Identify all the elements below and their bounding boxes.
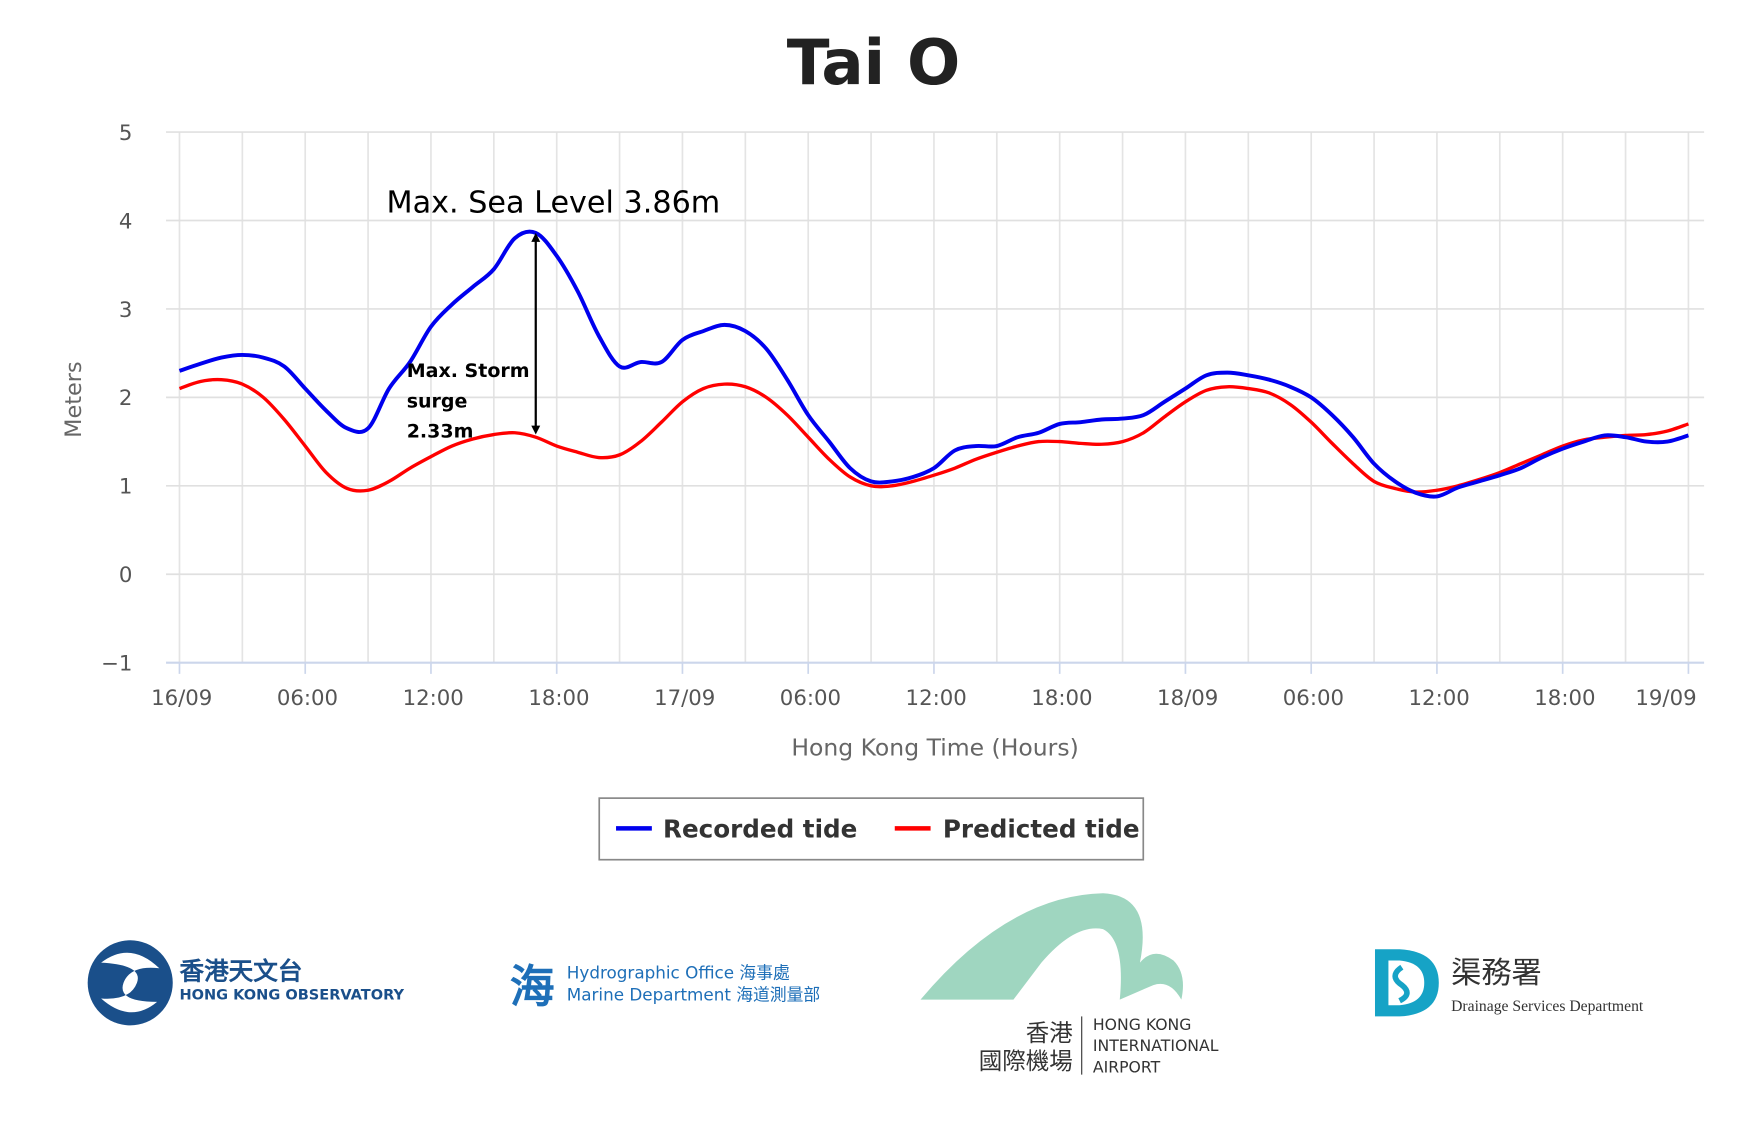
hko-en: HONG KONG OBSERVATORY — [179, 987, 404, 1004]
y-axis-label: Meters — [61, 361, 87, 437]
storm-surge-label-1: Max. Storm — [407, 360, 530, 382]
storm-surge-label-2: surge — [407, 390, 468, 412]
x-tick-label: 18:00 — [1534, 686, 1595, 711]
x-tick-label: 18:00 — [528, 686, 589, 711]
hydro-line1: Hydrographic Office 海事處 — [567, 962, 790, 982]
hydrographic-office-logo: 海 Hydrographic Office 海事處 Marine Departm… — [510, 960, 821, 1013]
hko-logo: 香港天文台 HONG KONG OBSERVATORY — [87, 940, 405, 1026]
legend-item-predicted[interactable]: Predicted tide — [894, 814, 1140, 843]
airport-en3: AIRPORT — [1093, 1057, 1161, 1076]
x-axis-label: Hong Kong Time (Hours) — [791, 734, 1078, 762]
dsd-en: Drainage Services Department — [1451, 998, 1644, 1015]
y-tick-label: 2 — [119, 386, 133, 411]
y-tick-label: 3 — [119, 298, 133, 323]
recorded-tide-line — [178, 229, 1690, 499]
hydro-mark: 海 — [510, 960, 555, 1013]
x-tick-label: 18:00 — [1031, 686, 1092, 711]
predicted-tide-line — [178, 377, 1689, 494]
legend-label-predicted: Predicted tide — [943, 814, 1140, 843]
x-tick-label: 06:00 — [780, 686, 841, 711]
legend-label-recorded: Recorded tide — [663, 814, 857, 843]
legend: Recorded tide Predicted tide — [598, 797, 1145, 861]
series-lines — [178, 229, 1690, 499]
x-tick-label: 12:00 — [906, 686, 967, 711]
x-tick-label: 19/09 — [1635, 686, 1696, 711]
airport-zh1: 香港 — [1026, 1019, 1074, 1047]
airport-en2: INTERNATIONAL — [1093, 1036, 1219, 1055]
x-axis-ticks: 16/09 06:00 12:00 18:00 17/09 06:00 12:00 18:00… — [151, 662, 1697, 711]
legend-item-recorded[interactable]: Recorded tide — [616, 814, 857, 843]
annotations: Max. Sea Level 3.86m Max. Storm surge 2.… — [387, 186, 721, 443]
chart-title: Tai O — [787, 26, 961, 99]
x-tick-label: 12:00 — [403, 686, 464, 711]
airport-zh2: 國際機場 — [979, 1047, 1073, 1075]
storm-surge-label-3: 2.33m — [407, 421, 474, 443]
airport-en1: HONG KONG — [1093, 1015, 1192, 1034]
airport-logo: 香港 國際機場 HONG KONG INTERNATIONAL AIRPORT — [920, 893, 1219, 1076]
y-tick-label: 0 — [119, 563, 133, 588]
y-tick-label: −1 — [101, 652, 132, 677]
y-axis-ticks: 5 4 3 2 1 0 −1 — [101, 121, 132, 677]
x-tick-label: 06:00 — [1283, 686, 1344, 711]
dsd-zh: 渠務署 — [1451, 956, 1542, 991]
arrow-head-up — [531, 232, 541, 242]
hko-zh: 香港天文台 — [179, 956, 302, 985]
y-tick-label: 1 — [119, 475, 133, 500]
x-tick-label: 06:00 — [277, 686, 338, 711]
arrow-head-down — [531, 425, 541, 435]
x-tick-label: 18/09 — [1157, 686, 1218, 711]
y-tick-label: 4 — [119, 209, 133, 234]
hydro-line2: Marine Department 海道測量部 — [567, 985, 820, 1005]
max-sea-level-label: Max. Sea Level 3.86m — [387, 186, 721, 221]
grid — [166, 131, 1705, 664]
x-tick-label: 17/09 — [654, 686, 715, 711]
x-tick-label: 12:00 — [1409, 686, 1470, 711]
x-tick-label: 16/09 — [151, 686, 212, 711]
dsd-logo: 渠務署 Drainage Services Department — [1374, 949, 1644, 1017]
y-tick-label: 5 — [119, 121, 133, 146]
